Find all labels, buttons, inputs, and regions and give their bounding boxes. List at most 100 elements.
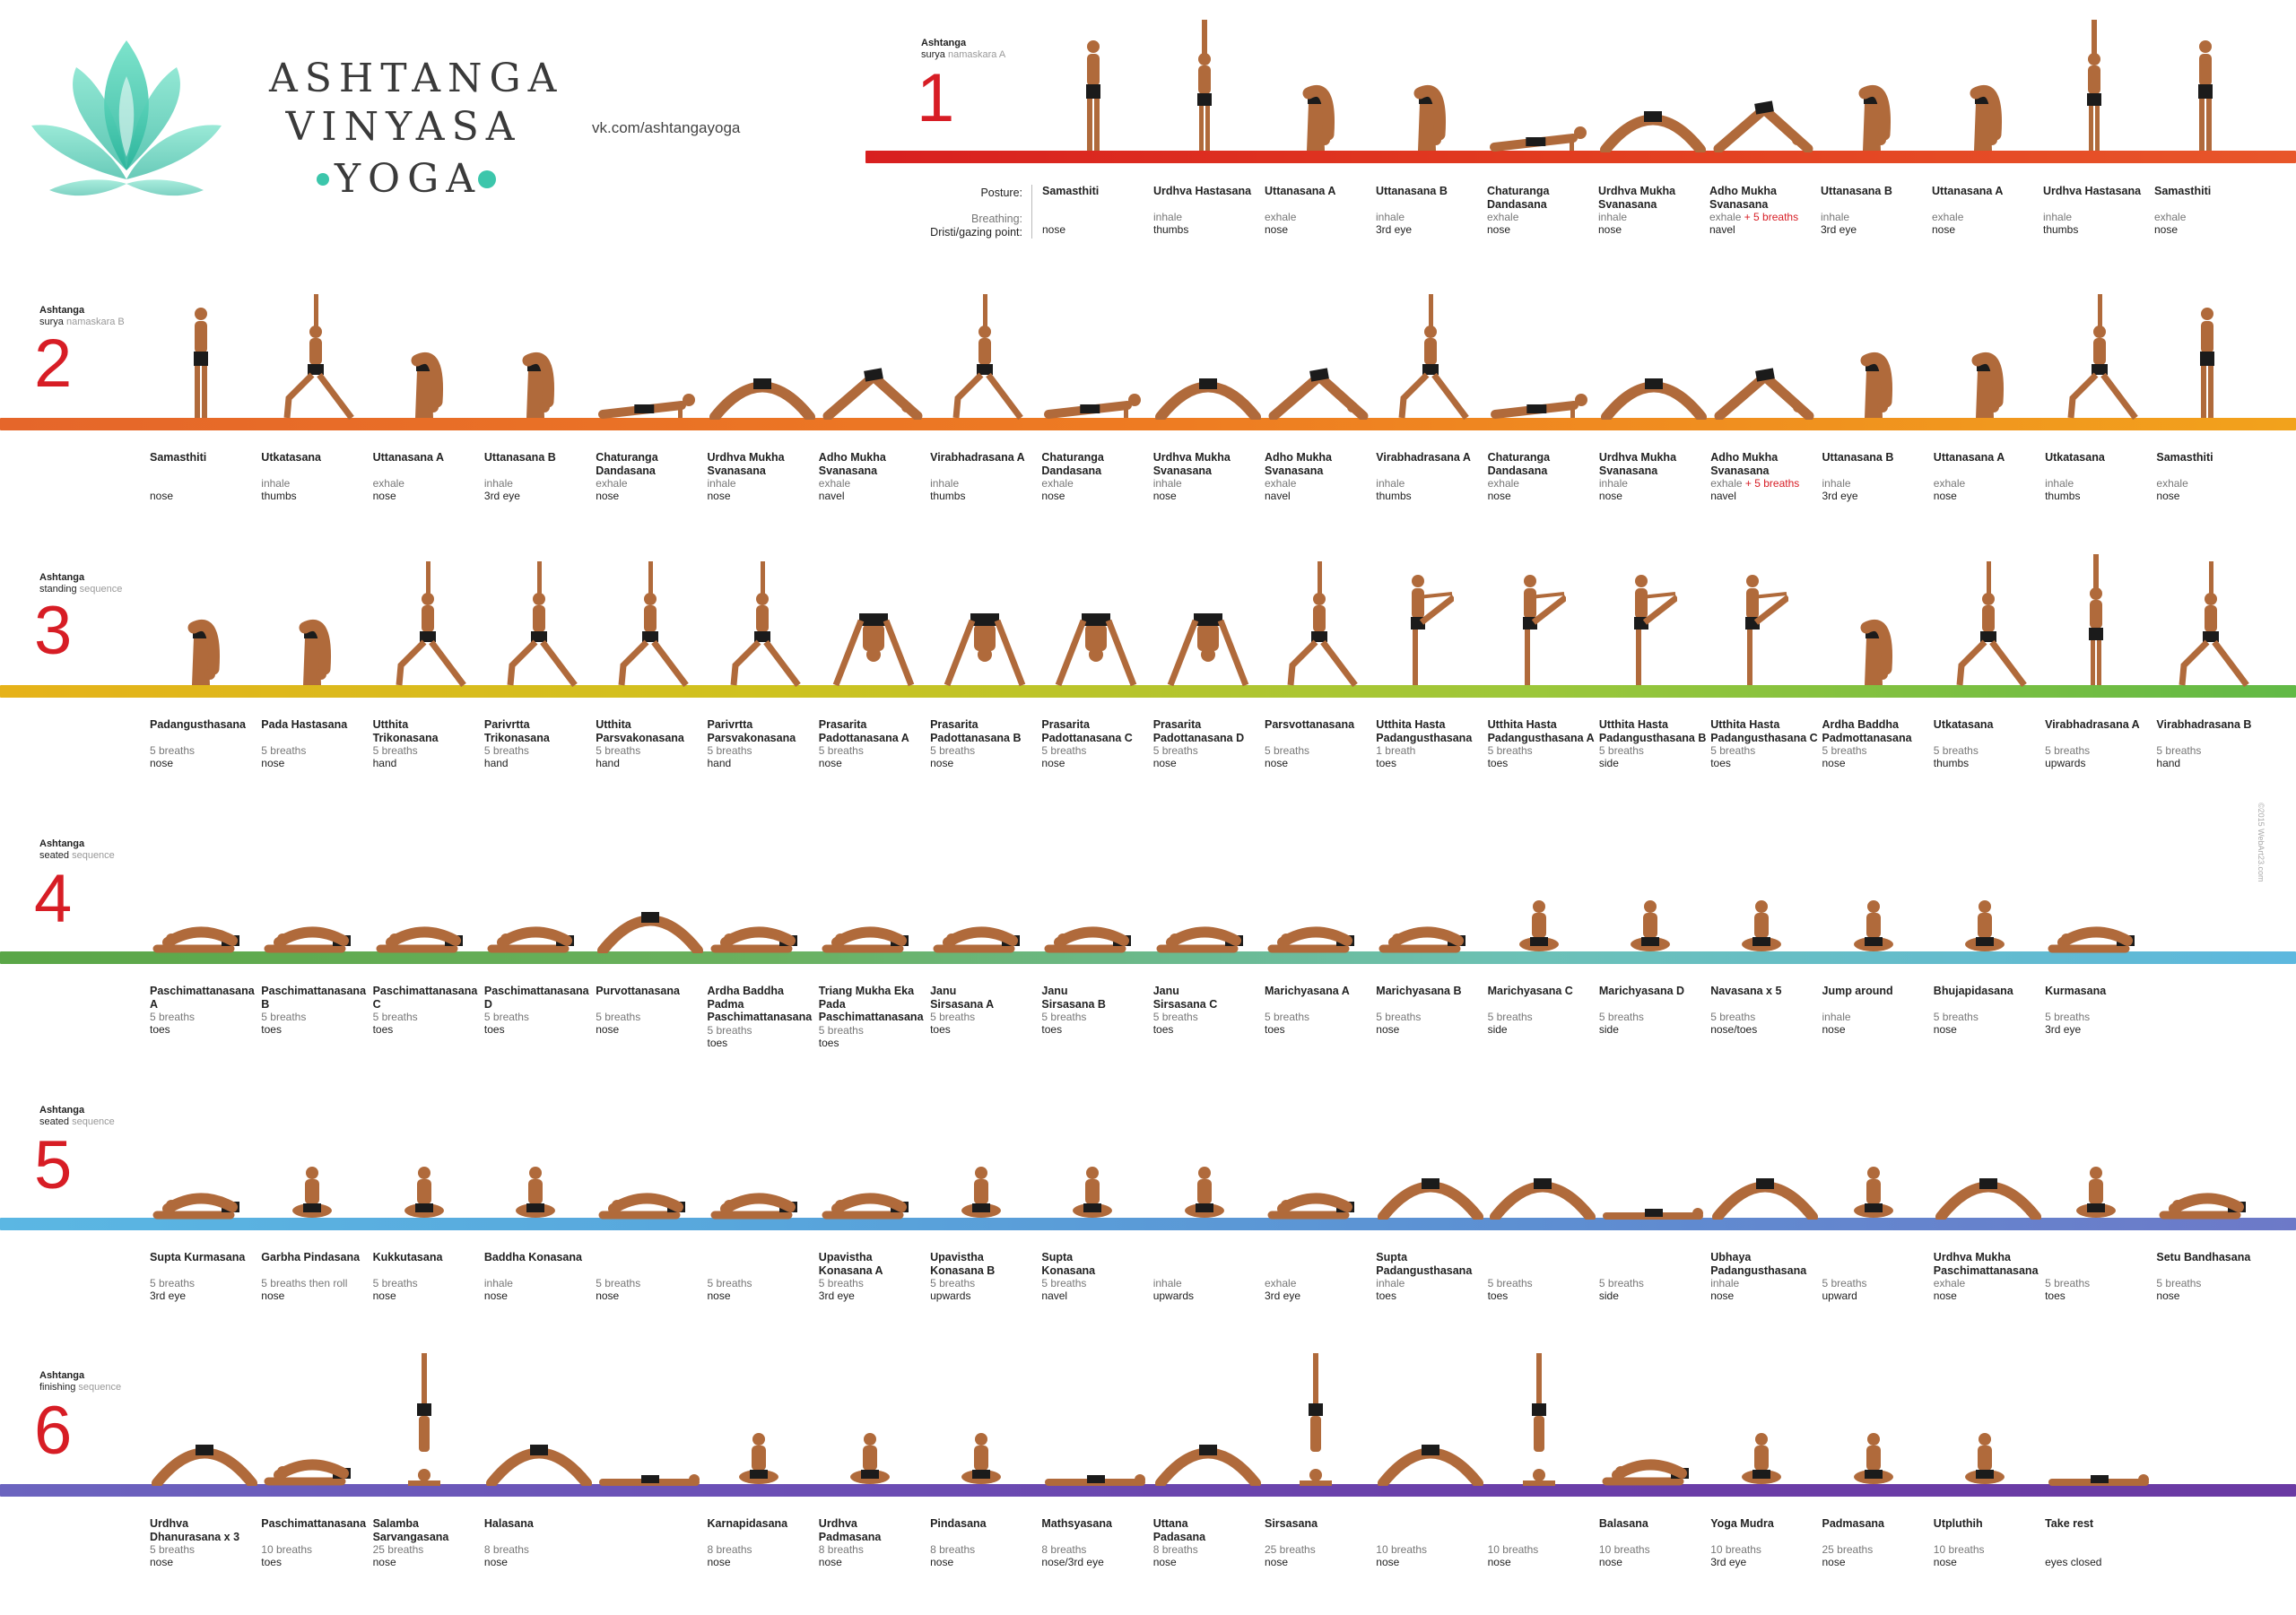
pose-drishti: toes (261, 1556, 282, 1568)
practitioner-figure-icon (1378, 1445, 1484, 1486)
legend-breathing: Breathing: (971, 213, 1022, 225)
section-subtitle: seated sequence (39, 850, 115, 862)
pose-breathing-text: exhale (1709, 211, 1742, 223)
practitioner-figure-icon (822, 1193, 909, 1220)
pose-column: Ardha Baddha Padma Paschimattanasana 5 br… (708, 985, 817, 1049)
pose-breathing-text: inhale (2043, 211, 2073, 223)
pose-drishti: navel (1041, 1289, 1068, 1302)
pose-breathing-text: 25 breaths (1822, 1543, 1874, 1556)
pose-name: Urdhva Dhanurasana x 3 (150, 1517, 240, 1543)
section-subtitle-main: standing (39, 584, 77, 595)
pose-breathing: inhale (1153, 1277, 1263, 1289)
pose-name: Uttana Padasana (1152, 1517, 1206, 1543)
pose-breathing-text: exhale (1487, 211, 1519, 223)
practice-mat-band (0, 418, 2296, 430)
pose-drishti: nose (707, 1556, 731, 1568)
pose-drishti: nose (1376, 1023, 1400, 1036)
pose-column: Baddha Konasana inhale nose (484, 1251, 594, 1302)
practitioner-figure-icon (376, 926, 463, 953)
practitioner-figure-icon (1600, 378, 1707, 420)
pose-drishti: toes (1152, 1023, 1174, 1036)
section-label: Ashtanga (39, 305, 85, 316)
section-subtitle-grey: namaskara A (944, 49, 1006, 60)
pose-column: Samasthiti exhale nose (2154, 185, 2264, 236)
practitioner-figure-icon (1378, 926, 1466, 953)
section-label: Ashtanga (39, 838, 85, 849)
pose-column: Karnapidasana 8 breaths nose (708, 1517, 817, 1568)
practitioner-figure-icon (2200, 308, 2215, 418)
pose-name: Navasana x 5 (1710, 985, 1782, 997)
pose-breathing-text: 5 breaths (2045, 1277, 2091, 1289)
section-subtitle-grey: sequence (69, 850, 115, 861)
section-label: Ashtanga (39, 1370, 85, 1381)
pose-name: Urdhva Mukha Svanasana (707, 451, 785, 477)
pose-breathing-text: inhale (1152, 1277, 1182, 1289)
pose-name: Purvottanasana (596, 985, 680, 997)
pose-name (708, 1251, 817, 1277)
practitioner-figure-icon (1154, 1445, 1261, 1486)
practitioner-figure-icon (1184, 1167, 1224, 1218)
pose-name: Ardha Baddha Padma Paschimattanasana (707, 985, 813, 1023)
pose-name: Uttanasana A (372, 451, 445, 464)
practitioner-figure-icon (152, 926, 239, 953)
pose-breathing: 5 breaths (1488, 744, 1597, 757)
pose-name: Urdhva Mukha Svanasana (1598, 451, 1677, 477)
section-label: Ashtanga (39, 572, 85, 583)
pose-breathing: inhale (1153, 211, 1263, 223)
pose-drishti: nose (1598, 490, 1622, 502)
pose-name (2045, 1251, 2154, 1277)
pose-breathing: exhale (1934, 1277, 2043, 1289)
section-number: 2 (34, 326, 73, 402)
pose-breathing-text: 5 breaths (150, 1011, 196, 1023)
pose-breathing-text: exhale (1932, 211, 1964, 223)
pose-name: Utkatasana (261, 451, 321, 464)
pose-breathing: 8 breaths (1153, 1543, 1263, 1556)
pose-breathing: exhale (1488, 477, 1597, 490)
pose-breathing-text: exhale (372, 477, 404, 490)
pose-breathing: 8 breaths (930, 1543, 1039, 1556)
pose-column: Paschimattanasana 10 breaths toes (261, 1517, 370, 1568)
pose-column: Marichyasana D 5 breaths side (1599, 985, 1709, 1036)
pose-breathing-text: 10 breaths (1710, 1543, 1761, 1556)
pose-drishti: nose (1933, 1023, 1957, 1036)
pose-column: Utpluthih 10 breaths nose (1934, 1517, 2043, 1568)
section-subtitle: seated sequence (39, 1116, 115, 1128)
pose-breathing-text: 5 breaths (930, 1011, 976, 1023)
pose-name (1376, 1517, 1485, 1543)
section-subtitle-main: seated (39, 1116, 70, 1127)
pose-breathing: 5 breaths (2045, 744, 2154, 757)
pose-breathing: 5 breaths (484, 744, 594, 757)
pose-name: Virabhadrasana B (2156, 718, 2252, 731)
pose-breathing: 10 breaths (1710, 1543, 1820, 1556)
pose-breathing: 5 breaths (1934, 744, 2043, 757)
pose-name: Urdhva Mukha Svanasana (1598, 185, 1676, 211)
pose-breathing: exhale (1934, 477, 2043, 490)
pose-name: Uttanasana B (1822, 451, 1894, 464)
practitioner-figure-icon (1853, 1433, 1893, 1484)
brand-url-link[interactable]: vk.com/ashtangayoga (592, 119, 741, 136)
pose-drishti: nose (1933, 1556, 1957, 1568)
pose-name (596, 1517, 705, 1543)
pose-breathing-text: exhale (1265, 477, 1297, 490)
pose-drishti: 3rd eye (483, 490, 520, 502)
pose-breathing-text: 5 breaths (1487, 744, 1533, 757)
pose-breathing: 5 breaths (1153, 1011, 1263, 1023)
pose-drishti: toes (483, 1023, 505, 1036)
pose-breathing: exhale + 5 breaths (1710, 477, 1820, 490)
pose-column: 10 breaths nose (1376, 1517, 1485, 1568)
pose-column: Ardha Baddha Padmottanasana 5 breaths nose (1822, 718, 1932, 769)
pose-breathing-text: inhale (1152, 477, 1182, 490)
pose-drishti: nose (150, 490, 174, 502)
practitioner-figure-icon (710, 926, 797, 953)
pose-breathing: 10 breaths (1376, 1543, 1485, 1556)
pose-column: exhale 3rd eye (1265, 1251, 1374, 1302)
practitioner-figure-icon (2048, 926, 2135, 953)
pose-breathing-text: inhale (1822, 1011, 1851, 1023)
pose-name: Bhujapidasana (1933, 985, 2013, 997)
practitioner-figure-icon (1490, 394, 1587, 419)
practitioner-figure-icon (1714, 368, 1814, 420)
pose-breathing: 5 breaths (2156, 744, 2266, 757)
pose-breathing: 5 breaths (930, 1277, 1039, 1289)
pose-breathing: 5 breaths (1710, 744, 1820, 757)
